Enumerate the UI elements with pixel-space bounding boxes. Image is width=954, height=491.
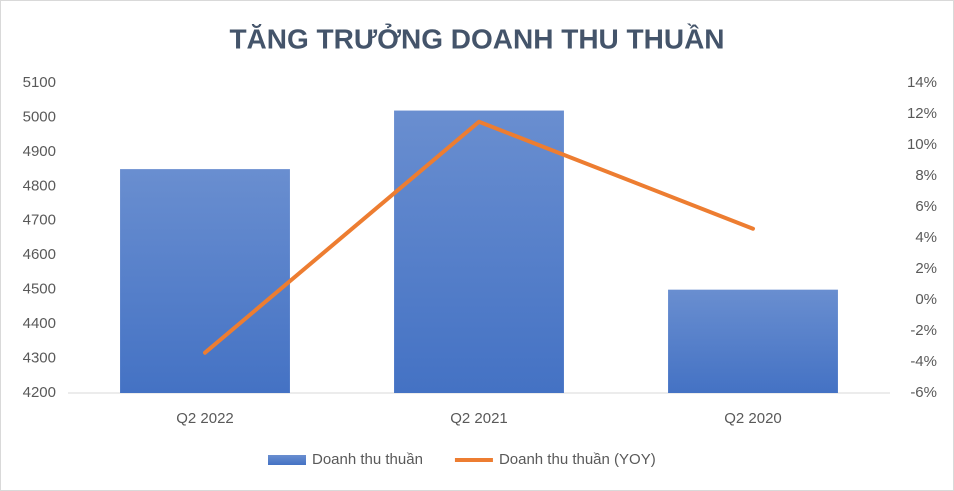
y2-tick-label: -4% bbox=[910, 353, 937, 370]
y2-tick-label: 8% bbox=[915, 167, 937, 184]
x-tick-label: Q2 2020 bbox=[724, 410, 782, 427]
y-tick-label: 4500 bbox=[23, 281, 56, 298]
y2-tick-label: -6% bbox=[910, 384, 937, 401]
y2-tick-label: 2% bbox=[915, 260, 937, 277]
y-tick-label: 4700 bbox=[23, 212, 56, 229]
line bbox=[203, 119, 755, 355]
y-tick-label: 5000 bbox=[23, 108, 56, 125]
y-tick-label: 4800 bbox=[23, 177, 56, 194]
legend-swatch bbox=[268, 455, 306, 465]
legend-label: Doanh thu thuần (YOY) bbox=[499, 451, 656, 468]
legend-label: Doanh thu thuần bbox=[312, 451, 423, 468]
y-tick-label: 4600 bbox=[23, 246, 56, 263]
bar bbox=[668, 289, 838, 393]
y2-tick-label: 6% bbox=[915, 198, 937, 215]
bar bbox=[394, 110, 564, 394]
y-tick-label: 4400 bbox=[23, 315, 56, 332]
y-tick-label: 4200 bbox=[23, 384, 56, 401]
x-tick-label: Q2 2022 bbox=[176, 410, 234, 427]
bar bbox=[120, 169, 290, 393]
x-tick-label: Q2 2021 bbox=[450, 410, 508, 427]
y2-tick-label: 12% bbox=[907, 105, 937, 122]
y2-tick-label: 14% bbox=[907, 74, 937, 91]
y-tick-label: 4900 bbox=[23, 143, 56, 160]
y2-tick-label: 10% bbox=[907, 136, 937, 153]
y-tick-label: 5100 bbox=[23, 74, 56, 91]
chart-title: TĂNG TRƯỞNG DOANH THU THUẦN bbox=[229, 22, 724, 54]
y-tick-label: 4300 bbox=[23, 350, 56, 367]
y2-tick-label: 0% bbox=[915, 291, 937, 308]
y2-tick-label: 4% bbox=[915, 229, 937, 246]
y2-tick-label: -2% bbox=[910, 322, 937, 339]
